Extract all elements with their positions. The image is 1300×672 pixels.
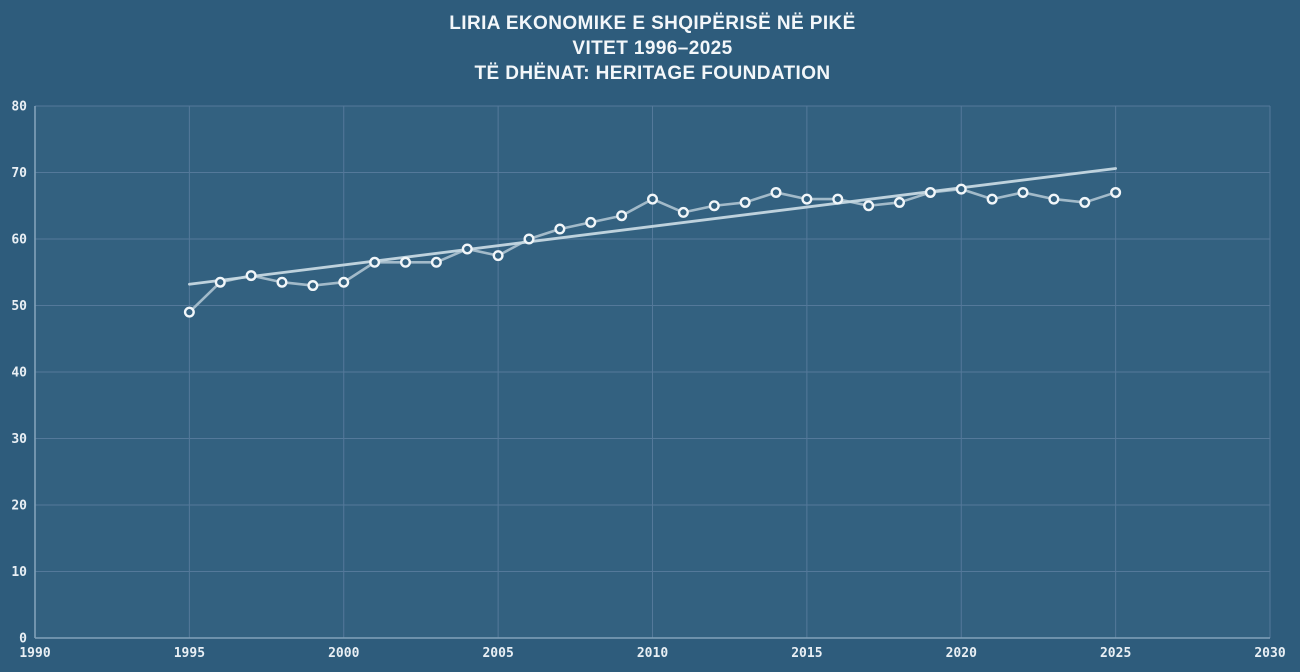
data-point-marker: [1079, 196, 1091, 208]
data-point-marker: [647, 193, 659, 205]
x-tick-label: 2010: [637, 646, 668, 661]
data-point-marker: [430, 256, 442, 268]
data-point-marker: [338, 276, 350, 288]
data-point-marker: [400, 256, 412, 268]
gridlines: [35, 105, 1271, 638]
y-tick-label: 60: [11, 233, 27, 248]
chart-title-line-2: VITET 1996–2025: [572, 38, 733, 59]
data-point-marker: [1110, 186, 1122, 198]
data-point-marker: [369, 256, 381, 268]
data-point-marker: [554, 223, 566, 235]
data-point-marker: [677, 206, 689, 218]
x-tick-label: 1995: [174, 646, 205, 661]
data-point-marker: [616, 210, 628, 222]
y-tick-label: 70: [11, 166, 27, 181]
chart-title-line-3: TË DHËNAT: HERITAGE FOUNDATION: [474, 63, 831, 84]
x-tick-label: 2025: [1100, 646, 1131, 661]
x-tick-label: 2030: [1254, 646, 1285, 661]
data-point-marker: [708, 200, 720, 212]
data-point-marker: [307, 280, 319, 292]
x-tick-label: 1990: [19, 646, 50, 661]
data-point-marker: [1017, 186, 1029, 198]
x-tick-labels: 1990 1995 2000 2005 2010 2015 2020 2025 2030: [19, 646, 1285, 661]
data-point-marker: [214, 276, 226, 288]
data-point-marker: [863, 200, 875, 212]
data-point-marker: [770, 186, 782, 198]
data-point-marker: [245, 270, 257, 282]
y-tick-label: 10: [11, 565, 27, 580]
data-point-marker: [894, 196, 906, 208]
y-tick-labels: 0 10 20 30 40 50 60 70 80: [11, 100, 27, 647]
data-point-marker: [955, 183, 967, 195]
x-tick-label: 2005: [482, 646, 513, 661]
chart-title: LIRIA EKONOMIKE E SHQIPËRISË NË PIKË VIT…: [35, 11, 1270, 86]
y-tick-label: 20: [11, 499, 27, 514]
data-point-marker: [461, 243, 473, 255]
data-point-marker: [801, 193, 813, 205]
x-tick-label: 2020: [946, 646, 977, 661]
x-tick-label: 2015: [791, 646, 822, 661]
data-point-marker: [924, 186, 936, 198]
y-tick-label: 30: [11, 432, 27, 447]
data-point-marker: [1048, 193, 1060, 205]
y-tick-label: 50: [11, 299, 27, 314]
data-point-marker: [585, 216, 597, 228]
y-tick-label: 80: [11, 100, 27, 115]
data-point-marker: [492, 250, 504, 262]
data-point-marker: [739, 196, 751, 208]
chart-title-line-1: LIRIA EKONOMIKE E SHQIPËRISË NË PIKË: [449, 13, 856, 34]
y-tick-label: 0: [19, 632, 27, 647]
data-points: [183, 183, 1122, 318]
y-tick-label: 40: [11, 366, 27, 381]
data-point-marker: [986, 193, 998, 205]
data-point-marker: [832, 193, 844, 205]
axis-spines: [34, 106, 1270, 639]
data-point-marker: [183, 306, 195, 318]
data-point-marker: [276, 276, 288, 288]
data-point-marker: [523, 233, 535, 245]
x-tick-label: 2000: [328, 646, 359, 661]
